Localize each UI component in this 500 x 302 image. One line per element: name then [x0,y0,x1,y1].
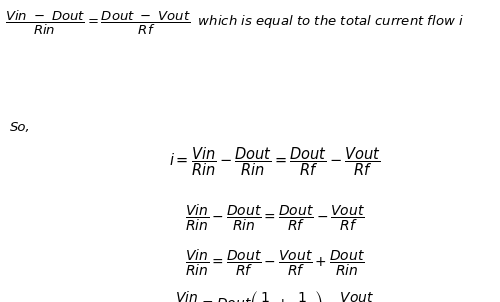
Text: So,: So, [10,121,31,134]
Text: $\dfrac{Vin}{Rin} = Dout\left(\dfrac{1}{Rf} + \dfrac{1}{Rin}\right) - \dfrac{Vou: $\dfrac{Vin}{Rin} = Dout\left(\dfrac{1}{… [175,290,375,302]
Text: $i = \dfrac{Vin}{Rin} - \dfrac{Dout}{Rin} = \dfrac{Dout}{Rf} - \dfrac{Vout}{Rf}$: $i = \dfrac{Vin}{Rin} - \dfrac{Dout}{Rin… [169,145,381,178]
Text: $\dfrac{Vin}{Rin} - \dfrac{Dout}{Rin} = \dfrac{Dout}{Rf} - \dfrac{Vout}{Rf}$: $\dfrac{Vin}{Rin} - \dfrac{Dout}{Rin} = … [185,202,365,233]
Text: $\dfrac{Vin\ -\ Dout}{Rin} = \dfrac{Dout\ -\ Vout}{Rf}\;$ which is equal to the : $\dfrac{Vin\ -\ Dout}{Rin} = \dfrac{Dout… [5,9,464,37]
Text: $\dfrac{Vin}{Rin} = \dfrac{Dout}{Rf} - \dfrac{Vout}{Rf} + \dfrac{Dout}{Rin}$: $\dfrac{Vin}{Rin} = \dfrac{Dout}{Rf} - \… [185,248,365,278]
